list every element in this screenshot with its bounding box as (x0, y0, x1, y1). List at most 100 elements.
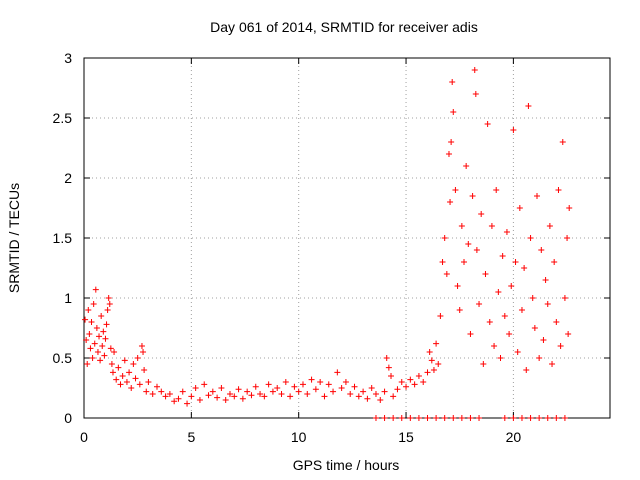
data-point-marker (531, 325, 538, 331)
data-point-marker (472, 91, 479, 97)
data-point-marker (278, 391, 285, 397)
data-point-marker (282, 379, 289, 385)
data-point-marker (454, 283, 461, 289)
data-point-marker (527, 235, 534, 241)
data-point-marker (218, 385, 225, 391)
data-point-marker (321, 393, 328, 400)
data-point-marker (109, 369, 116, 376)
data-point-marker (226, 391, 233, 397)
data-point-marker (448, 139, 455, 145)
data-point-marker (420, 379, 427, 385)
data-point-marker (113, 376, 120, 383)
data-point-marker (411, 381, 418, 388)
data-point-marker (538, 247, 545, 253)
data-point-marker (192, 385, 199, 391)
x-tick-label: 10 (291, 429, 307, 445)
data-point-marker (82, 316, 89, 323)
data-point-marker (407, 376, 414, 383)
data-point-marker (430, 367, 437, 373)
x-tick-label: 20 (506, 429, 522, 445)
data-point-marker (566, 205, 573, 211)
data-point-marker (248, 392, 255, 399)
y-tick-label: 0.5 (53, 350, 73, 366)
data-point-marker (325, 381, 332, 388)
y-tick-label: 1.5 (53, 230, 73, 246)
data-point-marker (158, 388, 165, 395)
data-point-marker (97, 357, 104, 364)
data-point-marker (162, 393, 169, 400)
data-point-marker (394, 386, 401, 393)
data-point-marker (426, 349, 433, 355)
data-point-marker (565, 331, 572, 337)
data-point-marker (433, 340, 440, 347)
data-point-marker (510, 127, 517, 133)
data-point-marker (257, 391, 264, 397)
data-point-marker (377, 397, 384, 403)
data-point-marker (126, 369, 133, 376)
data-point-marker (415, 373, 422, 379)
data-point-marker (471, 67, 478, 73)
data-point-marker (536, 355, 543, 361)
data-point-marker (140, 349, 147, 355)
data-point-marker (553, 415, 560, 421)
data-point-marker (222, 397, 229, 403)
tick-label-layer: 0 5 10 15 20 0 0.5 1 1.5 2 2.5 3 (53, 50, 522, 445)
data-point-marker (99, 343, 106, 349)
data-point-marker (85, 307, 92, 313)
data-point-marker (424, 369, 431, 376)
data-point-marker (437, 313, 444, 319)
data-point-marker (265, 381, 272, 388)
data-point-marker (443, 271, 450, 277)
data-point-marker (184, 400, 191, 407)
data-point-marker (521, 265, 528, 271)
data-point-marker (551, 259, 558, 265)
data-point-marker (476, 301, 483, 307)
data-point-marker (123, 379, 130, 385)
data-point-marker (501, 415, 508, 421)
data-point-marker (534, 193, 541, 199)
y-tick-label: 3 (64, 50, 72, 66)
data-point-marker (458, 415, 465, 421)
data-point-marker (299, 381, 306, 388)
data-point-marker (93, 325, 100, 331)
data-point-marker (381, 415, 388, 421)
data-point-marker (115, 364, 122, 371)
data-point-marker (510, 415, 517, 421)
data-point-marker (171, 398, 178, 405)
data-point-marker (244, 388, 251, 395)
data-point-marker (557, 343, 564, 349)
data-point-marker (132, 375, 139, 382)
data-point-marker (385, 364, 392, 371)
data-point-marker (428, 357, 435, 364)
data-point-marker (308, 376, 315, 383)
data-point-marker (231, 393, 238, 400)
data-point-marker (415, 415, 422, 421)
data-point-marker (546, 223, 553, 229)
data-point-marker (235, 386, 242, 393)
data-point-marker (145, 379, 152, 385)
data-point-marker (544, 415, 551, 421)
data-point-marker (92, 286, 99, 293)
data-point-marker (476, 415, 483, 421)
data-point-marker (91, 340, 98, 347)
data-point-marker (523, 367, 530, 373)
x-tick-label: 5 (187, 429, 195, 445)
x-axis-title: GPS time / hours (293, 457, 400, 473)
data-point-marker (355, 393, 362, 400)
data-point-marker (553, 319, 560, 325)
data-point-marker (518, 307, 525, 313)
data-point-marker (555, 187, 562, 193)
data-point-marker (201, 381, 208, 388)
data-point-marker (86, 331, 93, 337)
data-point-marker (368, 385, 375, 391)
data-point-marker (101, 352, 108, 359)
data-point-marker (364, 395, 371, 402)
data-point-marker (478, 211, 485, 217)
data-point-marker (514, 349, 521, 355)
data-point-marker (88, 319, 95, 325)
data-point-marker (435, 361, 442, 367)
data-point-marker (542, 277, 549, 283)
data-point-marker (134, 355, 141, 361)
data-point-marker (458, 223, 465, 229)
